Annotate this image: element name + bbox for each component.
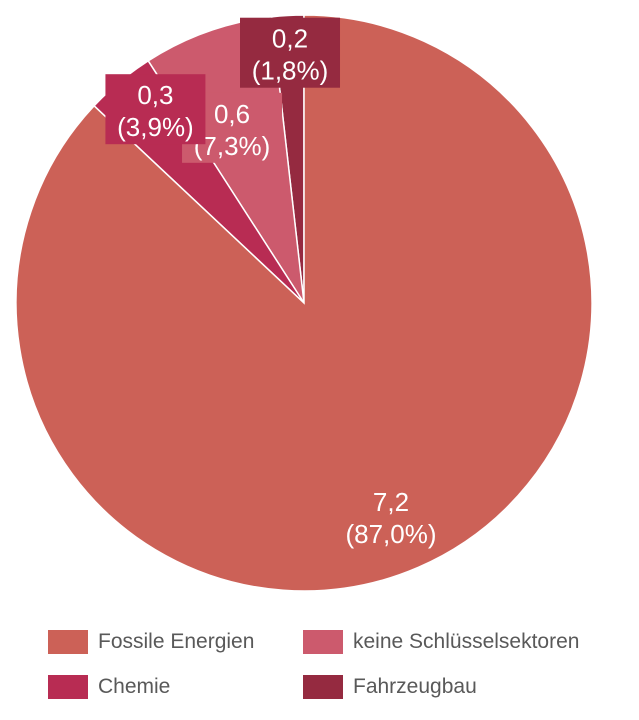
legend-swatch-chemie: [48, 675, 88, 699]
slice-label-keine-schluesselsektoren-value: 0,6: [214, 99, 250, 129]
slice-label-chemie-background: [105, 74, 206, 145]
legend-item-chemie: Chemie: [48, 673, 303, 701]
legend-item-fahrzeugbau: Fahrzeugbau: [303, 673, 633, 701]
slice-label-fossile-energien: 7,2(87,0%): [345, 487, 436, 549]
slice-label-chemie-value: 0,3: [137, 80, 173, 110]
slice-label-fahrzeugbau-value: 0,2: [272, 24, 308, 54]
legend-swatch-fahrzeugbau: [303, 675, 343, 699]
slice-label-fahrzeugbau-background: [240, 17, 341, 88]
slice-label-fossile-energien-percent: (87,0%): [345, 519, 436, 549]
legend: Fossile Energien keine Schlüsselsektoren…: [48, 628, 633, 701]
pie-slices: [15, 14, 593, 592]
legend-swatch-fossile-energien: [48, 630, 88, 654]
slice-label-chemie-percent: (3,9%): [117, 112, 194, 142]
legend-label-keine-schluesselsektoren: keine Schlüsselsektoren: [353, 630, 580, 653]
legend-swatch-keine-schluesselsektoren: [303, 630, 343, 654]
slice-label-keine-schluesselsektoren-percent: (7,3%): [194, 131, 271, 161]
slice-fossile-energien: [15, 14, 593, 592]
slice-label-chemie: 0,3(3,9%): [105, 74, 206, 145]
legend-label-chemie: Chemie: [98, 675, 171, 698]
legend-item-fossile-energien: Fossile Energien: [48, 628, 303, 656]
pie-labels: 0,2(1,8%)0,6(7,3%)0,3(3,9%)7,2(87,0%): [105, 17, 437, 549]
slice-label-fahrzeugbau: 0,2(1,8%): [240, 17, 341, 88]
legend-label-fossile-energien: Fossile Energien: [98, 630, 255, 653]
legend-label-fahrzeugbau: Fahrzeugbau: [353, 675, 477, 698]
legend-item-keine-schluesselsektoren: keine Schlüsselsektoren: [303, 628, 633, 656]
slice-label-fahrzeugbau-percent: (1,8%): [252, 56, 329, 86]
slice-label-fossile-energien-value: 7,2: [373, 487, 409, 517]
